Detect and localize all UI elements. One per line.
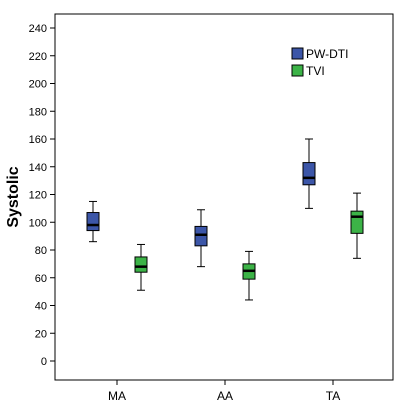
- iqr-box: [350, 210, 364, 234]
- box-tvi-ma: [134, 243, 148, 291]
- y-tick-label: 40: [35, 301, 47, 313]
- x-category-label: AA: [217, 389, 233, 403]
- y-tick-label: 0: [41, 356, 47, 368]
- y-tick-label: 180: [29, 106, 47, 118]
- y-tick-label: 200: [29, 79, 47, 91]
- legend-label: TVI: [306, 64, 325, 78]
- legend: PW-DTI TVI: [291, 47, 348, 78]
- iqr-box: [194, 225, 208, 247]
- y-tick-label: 160: [29, 134, 47, 146]
- plot-area-frame: [54, 13, 394, 381]
- iqr-box: [134, 256, 148, 273]
- box-pw-dti-aa: [194, 209, 208, 268]
- legend-label: PW-DTI: [306, 47, 348, 61]
- x-axis: MA AA TA: [108, 380, 340, 403]
- y-tick-label: 120: [29, 190, 47, 202]
- y-tick-label: 100: [29, 217, 47, 229]
- legend-swatch-pw-dti: [291, 47, 304, 60]
- box-pw-dti-ta: [302, 138, 316, 209]
- box-tvi-aa: [242, 250, 256, 301]
- y-axis: 0 20 40 60 80 100 120 140 160 180 200 220 240: [29, 23, 55, 368]
- y-axis-label: Systolic: [5, 166, 22, 227]
- y-tick-label: 60: [35, 273, 47, 285]
- legend-swatch-tvi: [291, 64, 304, 77]
- y-tick-label: 80: [35, 245, 47, 257]
- x-category-label: MA: [108, 389, 126, 403]
- box-series-group: [86, 138, 364, 301]
- box-tvi-ta: [350, 192, 364, 259]
- iqr-box: [302, 162, 316, 186]
- y-tick-label: 220: [29, 51, 47, 63]
- y-tick-label: 20: [35, 328, 47, 340]
- iqr-box: [86, 212, 100, 232]
- y-tick-label: 140: [29, 162, 47, 174]
- box-pw-dti-ma: [86, 200, 100, 243]
- y-tick-label: 240: [29, 23, 47, 35]
- x-category-label: TA: [326, 389, 340, 403]
